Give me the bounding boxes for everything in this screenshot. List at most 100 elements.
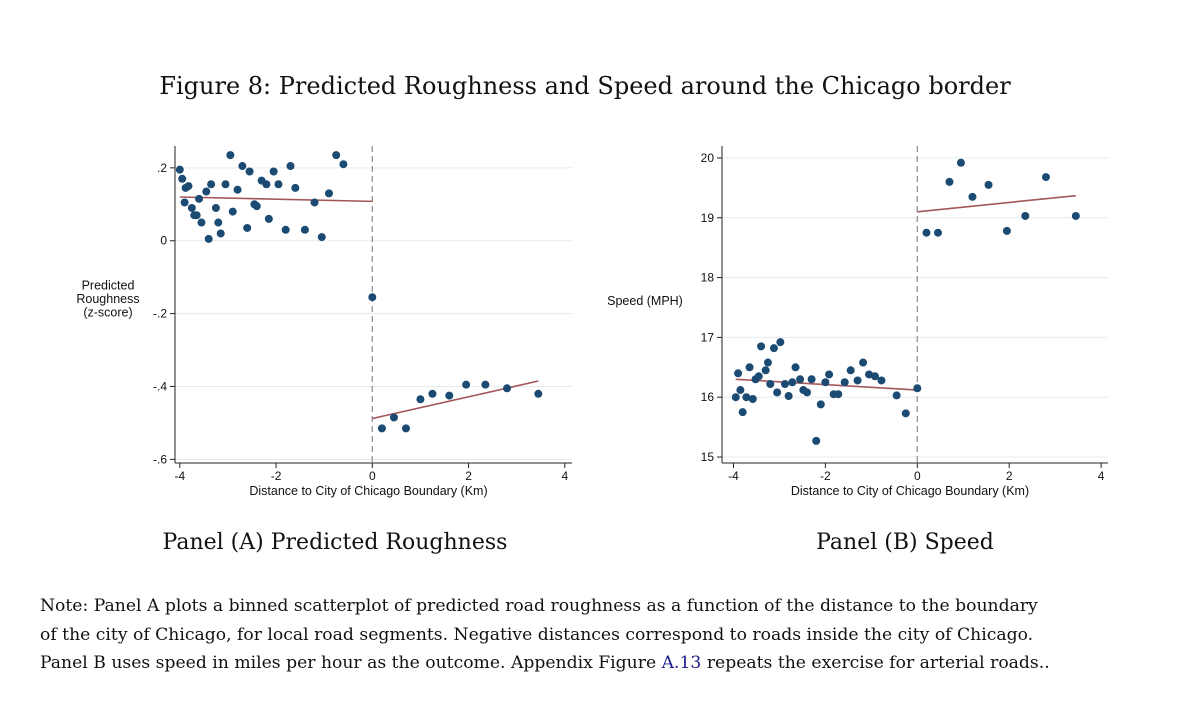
data-point	[892, 391, 901, 400]
data-point	[281, 225, 290, 234]
data-point	[214, 218, 223, 227]
data-point	[221, 180, 230, 189]
data-point	[269, 167, 278, 176]
data-point	[1021, 211, 1030, 220]
data-point	[846, 366, 855, 375]
data-point	[445, 391, 454, 400]
data-point	[262, 180, 271, 189]
y-tick-label: -.2	[153, 307, 167, 321]
panel-a-chart: -.6 -.4 -.2 0 .2 -4 -2 0 2 4 Distance to City of C…	[76, 146, 572, 498]
y-tick-label: -.4	[153, 379, 167, 393]
data-point	[757, 342, 766, 351]
fit-line	[179, 196, 373, 203]
x-tick-label: 2	[465, 469, 472, 483]
data-point	[1071, 211, 1080, 220]
data-point	[286, 162, 295, 171]
data-point	[180, 198, 189, 207]
x-tick-label: 0	[369, 469, 376, 483]
data-point	[204, 234, 213, 243]
data-point	[252, 202, 261, 211]
y-axis-title: Roughness	[76, 292, 139, 306]
data-point	[216, 229, 225, 238]
y-axis-title: Predicted	[82, 279, 135, 293]
data-point	[821, 378, 830, 387]
data-point	[192, 211, 201, 220]
data-point	[187, 203, 196, 212]
data-point	[332, 151, 341, 160]
data-point	[968, 192, 977, 201]
y-tick-label: .2	[157, 161, 167, 175]
panel-b-caption: Panel (B) Speed	[816, 530, 994, 555]
data-point	[803, 388, 812, 397]
data-point	[226, 151, 235, 160]
data-point	[784, 392, 793, 401]
data-point	[754, 372, 763, 381]
note-line-1: Note: Panel A plots a binned scatterplot…	[40, 596, 1038, 616]
data-point	[428, 389, 437, 398]
note-line-3-text: Panel B uses speed in miles per hour as …	[40, 653, 662, 673]
data-point	[462, 380, 471, 389]
data-point	[853, 376, 862, 385]
data-point	[816, 400, 825, 409]
data-point	[503, 384, 512, 393]
data-point	[763, 358, 772, 367]
data-point	[791, 363, 800, 372]
y-tick-label: 18	[701, 271, 715, 285]
data-point	[178, 174, 187, 183]
figure-note: Note: Panel A plots a binned scatterplot…	[40, 592, 1150, 678]
data-point	[984, 180, 993, 189]
data-point	[748, 395, 757, 404]
data-point	[734, 369, 743, 378]
y-tick-label: 15	[701, 450, 715, 464]
data-point	[324, 189, 333, 198]
data-point	[877, 376, 886, 385]
data-point	[416, 395, 425, 404]
data-point	[761, 366, 770, 375]
figure-title: Figure 8: Predicted Roughness and Speed …	[159, 72, 1011, 100]
data-point	[745, 363, 754, 372]
x-tick-label: 2	[1006, 469, 1013, 483]
data-point	[368, 293, 377, 302]
y-tick-label: 19	[701, 211, 715, 225]
data-point	[807, 375, 816, 384]
y-axis-title: Speed (MPH)	[607, 294, 683, 308]
data-point	[534, 389, 543, 398]
data-point	[238, 162, 247, 171]
x-tick-label: -2	[820, 469, 831, 483]
data-point	[175, 165, 184, 174]
data-point	[291, 183, 300, 192]
y-tick-label: -.6	[153, 452, 167, 466]
data-point	[211, 203, 220, 212]
data-point	[933, 228, 942, 237]
data-point	[840, 378, 849, 387]
data-point	[788, 378, 797, 387]
y-tick-label: 16	[701, 390, 715, 404]
y-tick-label: 20	[701, 151, 715, 165]
y-axis-title: (z-score)	[83, 306, 132, 320]
panel-b-chart: 15 16 17 18 19 20 -4 -2 0 2 4 Distance to City of C…	[607, 146, 1108, 498]
note-line-3: Panel B uses speed in miles per hour as …	[40, 649, 1150, 678]
data-point	[274, 180, 283, 189]
data-point	[339, 160, 348, 169]
data-point	[796, 375, 805, 384]
data-point	[738, 408, 747, 417]
data-point	[825, 370, 834, 379]
appendix-figure-link[interactable]: A.13	[661, 653, 702, 673]
x-axis-title: Distance to City of Chicago Boundary (Km…	[791, 484, 1029, 498]
y-tick-label: 0	[160, 234, 167, 248]
note-line-3-end: repeats the exercise for arterial roads.…	[701, 653, 1050, 673]
fit-line	[917, 194, 1076, 213]
data-point	[956, 158, 965, 167]
data-point	[245, 167, 254, 176]
data-point	[871, 372, 880, 381]
data-point	[389, 413, 398, 422]
data-point	[859, 358, 868, 367]
x-tick-label: -2	[271, 469, 282, 483]
data-point	[812, 436, 821, 445]
panel-a-caption: Panel (A) Predicted Roughness	[162, 530, 508, 555]
data-point	[243, 223, 252, 232]
x-axis-title: Distance to City of Chicago Boundary (Km…	[249, 484, 487, 498]
x-tick-label: 4	[1098, 469, 1105, 483]
data-point	[228, 207, 237, 216]
data-point	[773, 388, 782, 397]
